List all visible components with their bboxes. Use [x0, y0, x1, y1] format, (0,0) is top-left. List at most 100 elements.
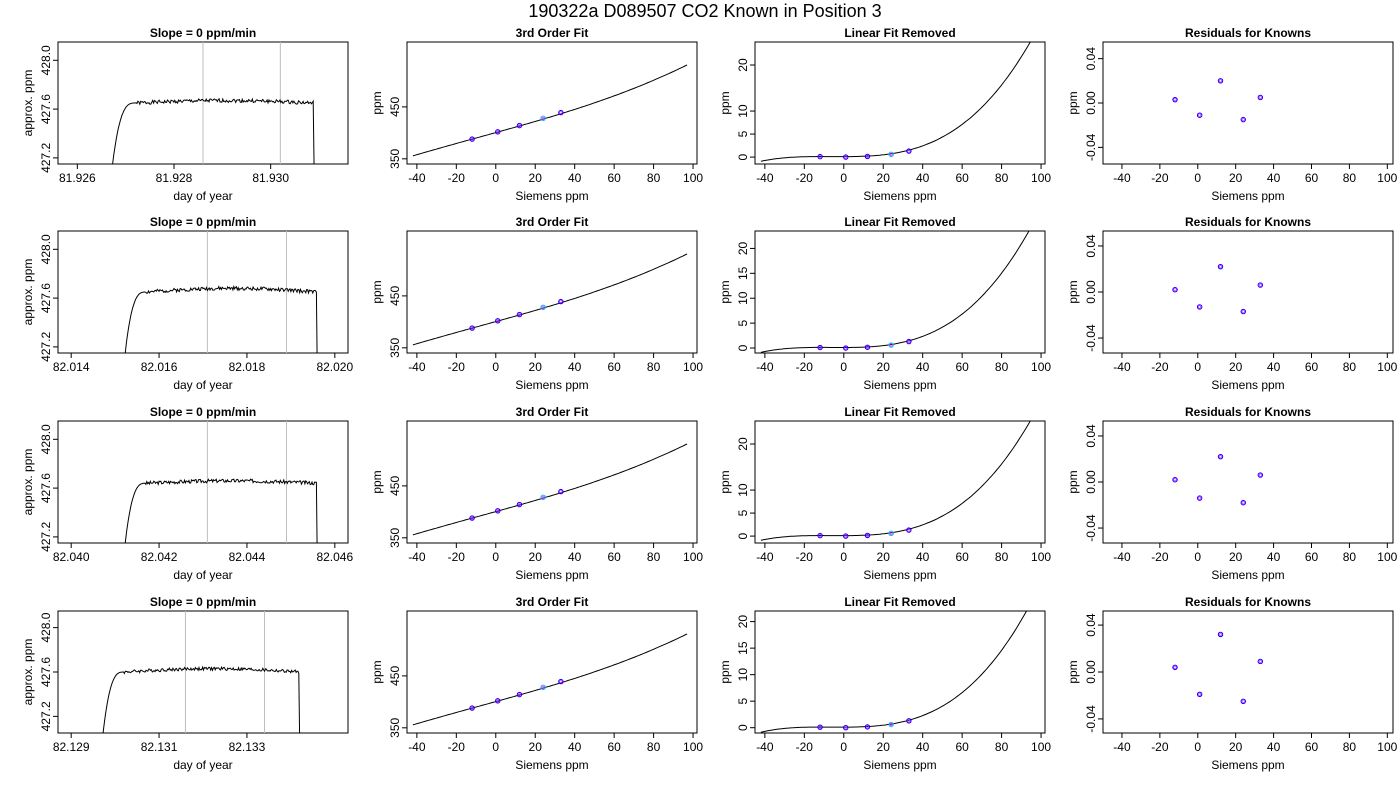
- co2-trace-line: [124, 478, 318, 543]
- panel-title: Residuals for Knowns: [1185, 26, 1311, 40]
- data-point-marker: [865, 345, 869, 349]
- data-point-marker: [1241, 118, 1245, 122]
- x-axis-label: day of year: [173, 758, 232, 772]
- data-point: [516, 122, 523, 129]
- y-axis-label: ppm: [718, 280, 732, 303]
- x-tick-label: 0: [840, 360, 847, 374]
- data-point: [1240, 698, 1246, 705]
- data-point: [817, 344, 823, 351]
- x-tick-label: 100: [683, 360, 703, 374]
- y-axis-label: approx. ppm: [21, 259, 35, 326]
- y-tick-label: 10: [736, 668, 750, 682]
- y-axis-label: ppm: [718, 660, 732, 683]
- data-point-marker: [1258, 95, 1262, 99]
- data-point: [843, 154, 849, 160]
- x-tick-label: 82.016: [141, 360, 178, 374]
- y-tick-label: -0.04: [1084, 705, 1098, 733]
- data-point: [817, 532, 823, 539]
- y-tick-label: 0.00: [1084, 280, 1098, 304]
- y-tick-label: 427.6: [39, 283, 53, 313]
- x-tick-label: 60: [955, 550, 969, 564]
- x-tick-label: 20: [1229, 740, 1243, 754]
- y-tick-label: -0.04: [1084, 133, 1098, 161]
- data-point-marker: [889, 531, 893, 535]
- x-tick-label: -20: [448, 171, 466, 185]
- co2-trace-line: [112, 97, 315, 164]
- fit-curve: [412, 443, 688, 536]
- data-point-marker: [470, 137, 474, 141]
- y-tick-label: 450: [388, 286, 402, 306]
- panel-title: Linear Fit Removed: [844, 215, 955, 229]
- x-tick-label: 80: [647, 550, 661, 564]
- y-axis-label: approx. ppm: [21, 70, 35, 137]
- x-axis-label: Siemens ppm: [1211, 758, 1284, 772]
- x-tick-label: 100: [1377, 171, 1397, 185]
- x-tick-label: 60: [607, 360, 621, 374]
- panel-1-1: Slope = 0 ppm/min 81.926 81.928 81.930 427.2…: [21, 26, 349, 203]
- x-tick-label: 40: [568, 360, 582, 374]
- x-tick-label: -40: [1113, 171, 1131, 185]
- plot-area: [760, 42, 1031, 162]
- data-point: [1257, 94, 1264, 101]
- data-point-marker: [818, 155, 822, 159]
- x-axis-label: Siemens ppm: [515, 568, 588, 582]
- x-tick-label: -40: [408, 360, 426, 374]
- x-tick-label: 20: [877, 740, 891, 754]
- fit-curve: [412, 633, 688, 726]
- x-tick-label: 60: [1305, 171, 1319, 185]
- y-tick-label: 350: [388, 148, 402, 168]
- data-point-marker: [818, 725, 822, 729]
- data-point-marker: [889, 723, 893, 727]
- data-point-marker: [1241, 699, 1245, 703]
- y-tick-label: 10: [736, 483, 750, 497]
- x-tick-label: 82.014: [53, 360, 90, 374]
- panel-title: Residuals for Knowns: [1185, 595, 1311, 609]
- x-axis-label: Siemens ppm: [863, 568, 936, 582]
- y-tick-label: -0.04: [1084, 514, 1098, 542]
- data-point: [1240, 500, 1246, 506]
- x-tick-label: 0: [1194, 360, 1201, 374]
- x-tick-label: 82.040: [53, 550, 90, 564]
- x-tick-label: -20: [796, 550, 814, 564]
- x-tick-label: -40: [408, 171, 426, 185]
- plot-frame: [406, 610, 698, 734]
- data-point-marker: [865, 725, 869, 729]
- panel-2-1: Slope = 0 ppm/min 82.014 82.016 82.018 82.02…: [21, 215, 353, 392]
- x-tick-label: -40: [408, 740, 426, 754]
- plot-area: [760, 611, 1028, 733]
- y-axis-label: ppm: [1066, 470, 1080, 493]
- plot-frame: [406, 230, 698, 354]
- x-tick-label: 82.018: [229, 360, 266, 374]
- x-tick-label: 20: [877, 360, 891, 374]
- panel-title: Slope = 0 ppm/min: [150, 595, 256, 609]
- data-point-marker: [1173, 478, 1177, 482]
- y-axis-label: ppm: [718, 470, 732, 493]
- x-tick-label: -40: [756, 360, 774, 374]
- panel-4-2: 3rd Order Fit -40 -20 0 20 40 60 80 100 350 450 Sie…: [370, 595, 703, 772]
- y-tick-label: 5: [736, 130, 750, 137]
- y-axis-label: ppm: [718, 91, 732, 114]
- y-tick-label: 428.0: [39, 612, 53, 642]
- x-tick-label: 100: [1377, 550, 1397, 564]
- y-tick-label: 428.0: [39, 424, 53, 454]
- data-point-marker: [470, 326, 474, 330]
- x-tick-label: 60: [607, 550, 621, 564]
- data-point-marker: [1198, 113, 1202, 117]
- fit-curve: [760, 231, 1030, 353]
- x-tick-label: 40: [568, 171, 582, 185]
- plot-frame: [57, 610, 349, 734]
- panel-3-4: Residuals for Knowns -40 -20 0 20 40 60 80 100 -0…: [1066, 405, 1398, 582]
- x-tick-label: 60: [955, 360, 969, 374]
- y-tick-label: 428.0: [39, 234, 53, 264]
- data-point: [495, 698, 501, 704]
- data-point-marker: [559, 490, 563, 494]
- x-tick-label: 0: [1194, 171, 1201, 185]
- x-tick-label: 80: [1343, 171, 1357, 185]
- data-point: [1217, 78, 1224, 84]
- panel-4-1: Slope = 0 ppm/min 82.129 82.131 82.133 427.2…: [21, 595, 349, 772]
- plot-area: [124, 421, 318, 543]
- x-tick-label: 0: [492, 171, 499, 185]
- data-point-marker: [559, 300, 563, 304]
- data-point: [469, 136, 475, 142]
- plot-area: [1172, 263, 1264, 315]
